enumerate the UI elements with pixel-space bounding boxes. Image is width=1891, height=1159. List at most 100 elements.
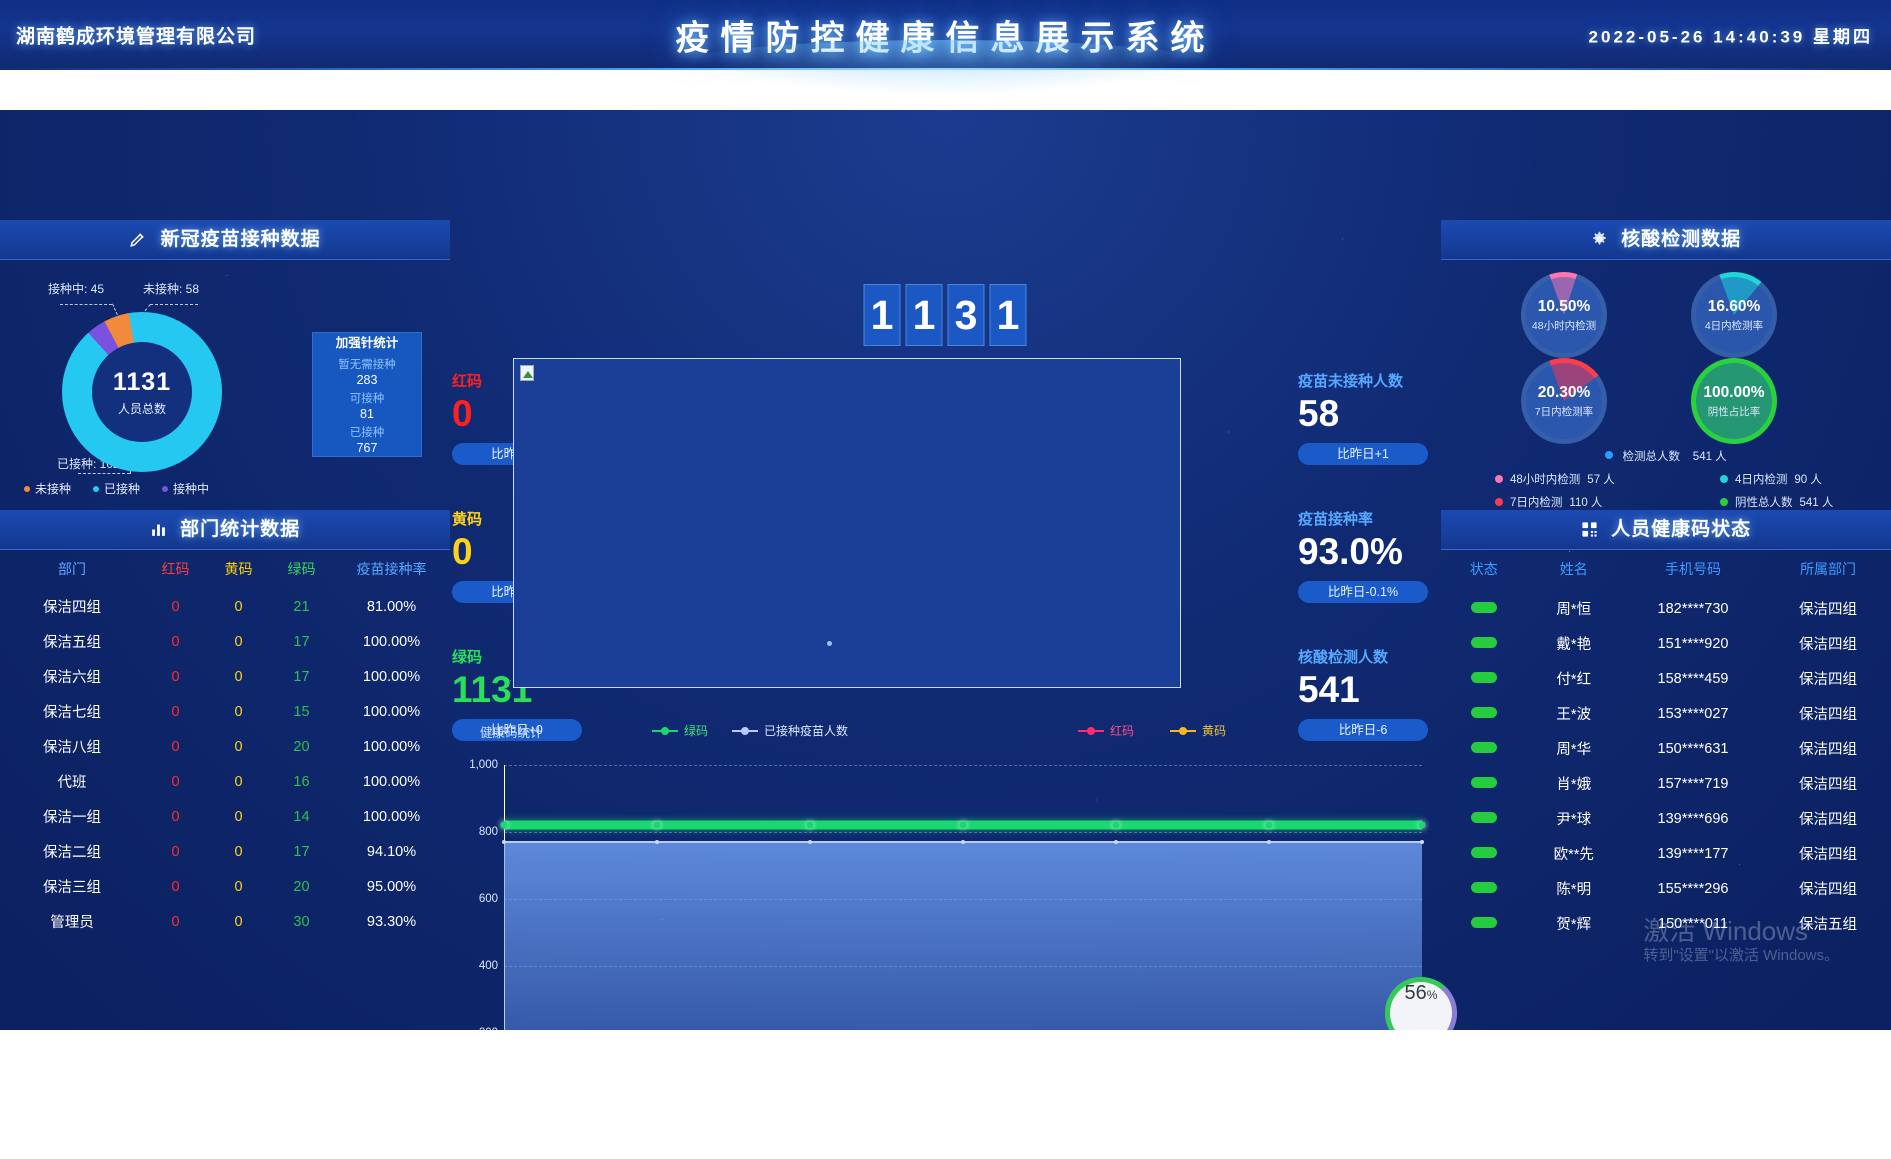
cell-department: 保洁四组 [1799,742,1857,758]
table-row[interactable]: 王*波 153****027 保洁四组 [1441,696,1891,731]
table-row[interactable]: 周*华 150****631 保洁四组 [1441,731,1891,766]
data-point [1418,821,1426,829]
gauge-inner: 20.30% 7日内检测率 [1526,363,1602,439]
cell-yellow: 0 [234,738,243,755]
progress-badge[interactable]: 56 % [1385,977,1457,1030]
code-panel-title: 人员健康码状态 [1611,519,1752,540]
progress-unit: % [1426,988,1438,1002]
data-point [654,840,659,845]
chart-plot-area: 02004006008001,0002022-05-182022-05-1920… [469,759,1426,1030]
table-row[interactable]: 保洁三组 0 0 20 95.00% [0,869,450,904]
table-row[interactable]: 欧**先 139****177 保洁四组 [1441,836,1891,871]
table-row[interactable]: 保洁六组 0 0 17 100.00% [0,659,450,694]
chart-legend[interactable]: 绿码 已接种疫苗人数 红码 黄码 [652,722,1422,739]
table-row[interactable]: 肖*娥 157****719 保洁四组 [1441,766,1891,801]
legend-value: 541 人 [1799,497,1834,509]
bar-chart-icon [150,513,167,553]
cell-yellow: 0 [234,773,243,790]
table-header-row: 部门 红码 黄码 绿码 疫苗接种率 [0,550,450,589]
chart-legend-item[interactable]: 绿码 [652,722,708,739]
cell-red: 0 [171,703,180,720]
legend-label: 7日内检测 [1510,497,1563,509]
legend-value: 90 人 [1794,474,1822,486]
table-row[interactable]: 代班 0 0 16 100.00% [0,764,450,799]
table-row[interactable]: 周*恒 182****730 保洁四组 [1441,591,1891,626]
cell-yellow: 0 [234,843,243,860]
table-row[interactable]: 保洁八组 0 0 20 100.00% [0,729,450,764]
data-point [502,840,506,845]
legend-line-icon [1078,726,1105,735]
table-row[interactable]: 保洁四组 0 0 21 81.00% [0,589,450,624]
legend-dot-icon [93,485,100,492]
chart-legend-item[interactable]: 黄码 [1170,722,1226,739]
cell-name: 王*波 [1556,707,1592,723]
legend-dot-icon [1495,498,1503,506]
company-name: 湖南鹤成环境管理有限公司 [16,26,257,48]
department-table-scroll[interactable]: 部门 红码 黄码 绿码 疫苗接种率 保洁四组 0 0 21 81.00% 保洁五组 0 0 17… [0,550,450,1030]
legend-line-icon [652,726,678,735]
legend-column-right: 4日内检测 90 人 阴性总人数 541 人 [1666,471,1891,517]
table-row[interactable]: 保洁一组 0 0 14 100.00% [0,799,450,834]
chart-legend-item[interactable]: 红码 [1078,722,1134,739]
cell-red: 0 [171,598,180,615]
cell-phone: 153****027 [1657,705,1729,722]
nucleic-panel-title: 核酸检测数据 [1621,229,1742,250]
gauge-grid: 10.50% 48小时内检测 16.60% 4日内检测率 20.30% 7日内检测率 100… [1441,262,1891,444]
cell-green: 20 [293,738,310,755]
table-row[interactable]: 保洁二组 0 0 17 94.10% [0,834,450,869]
department-stats-panel: 部门统计数据 部门 红码 黄码 绿码 疫苗接种率 保洁四组 0 0 21 81.00% 保… [0,510,450,1030]
gauge-label: 48小时内检测 [1531,319,1597,332]
progress-inner: 56 % [1390,982,1452,1030]
cell-rate: 95.00% [366,878,417,895]
cell-phone: 182****730 [1657,600,1729,617]
table-row[interactable]: 贺*辉 150****011 保洁五组 [1441,906,1891,941]
stat-title: 黄码 [452,511,483,528]
legend-item: 接种中 [162,480,209,497]
legend-item: 7日内检测 110 人 [1495,494,1666,510]
data-point [1112,821,1120,829]
series-area-vaccinated [504,842,1422,1030]
code-table-scroll[interactable]: 状态 姓名 手机号码 所属部门 周*恒 182****730 保洁四组 戴*艳 151*… [1441,550,1891,1030]
status-badge [1470,846,1497,858]
callout-not-vaccinated: 未接种: 58 [143,282,200,296]
cell-department: 保洁四组 [1799,672,1857,688]
status-badge [1470,881,1497,893]
legend-label: 黄码 [1202,724,1227,738]
cell-red: 0 [171,773,180,790]
cell-green: 17 [293,668,310,685]
donut-total-label: 人员总数 [117,401,166,416]
cell-green: 30 [293,913,310,930]
chart-legend-item[interactable]: 已接种疫苗人数 [732,722,848,739]
booster-value: 81 [360,407,374,421]
legend-item: 阴性总人数 541 人 [1720,494,1891,510]
stat-title: 红码 [452,373,483,390]
stat-value: 0 [452,393,473,434]
table-row[interactable]: 尹*球 139****696 保洁四组 [1441,801,1891,836]
legend-value: 541 人 [1692,451,1727,463]
table-row[interactable]: 保洁五组 0 0 17 100.00% [0,624,450,659]
legend-line-icon [1170,726,1197,735]
legend-dot-icon [1720,475,1728,483]
table-row[interactable]: 付*红 158****459 保洁四组 [1441,661,1891,696]
data-point [959,821,967,829]
nucleic-test-panel: 核酸检测数据 10.50% 48小时内检测 16.60% 4日内检测率 20.30% 7日… [1441,220,1891,509]
table-row[interactable]: 戴*艳 151****920 保洁四组 [1441,626,1891,661]
cell-status [1441,766,1527,801]
table-row[interactable]: 管理员 0 0 30 93.30% [0,904,450,939]
cell-dept: 保洁六组 [43,670,101,686]
media-indicator-dot [827,641,833,647]
table-row[interactable]: 陈*明 155****296 保洁四组 [1441,871,1891,906]
cell-name: 尹*球 [1556,812,1592,828]
vaccine-panel-header: 新冠疫苗接种数据 [0,220,450,260]
media-frame[interactable] [513,358,1181,688]
cell-rate: 94.10% [366,843,417,860]
cell-yellow: 0 [234,808,243,825]
table-row[interactable]: 保洁七组 0 0 15 100.00% [0,694,450,729]
cell-department: 保洁四组 [1799,602,1857,618]
cell-phone: 139****177 [1657,845,1729,862]
gauge-value: 100.00% [1703,383,1765,401]
stat-green-code: 绿码 1131 比昨日+0 [452,646,582,741]
legend-dot-icon [1605,451,1614,459]
data-point [806,821,814,829]
